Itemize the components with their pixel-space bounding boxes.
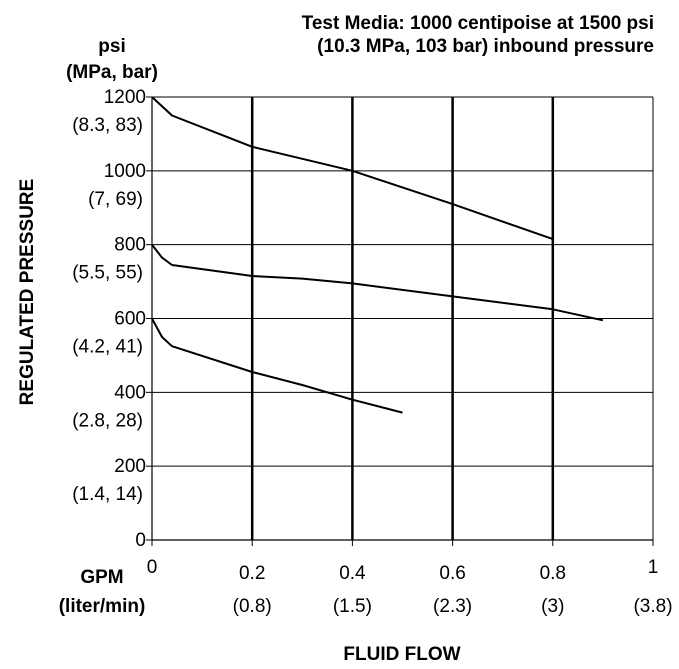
y-tick-label: 200 <box>114 456 146 477</box>
x-unit-label-liter-min: (liter/min) <box>59 596 146 617</box>
x-tick-label: 0 <box>147 557 158 578</box>
y-unit-label-psi: psi <box>98 36 125 57</box>
x-axis-title: FLUID FLOW <box>343 644 460 665</box>
x-tick-sublabel: (3.8) <box>633 596 672 617</box>
x-tick-label: 1 <box>648 557 659 578</box>
series-line-2 <box>151 244 604 322</box>
y-axis-title: REGULATED PRESSURE <box>17 179 38 406</box>
x-tick-sublabel: (1.5) <box>333 596 372 617</box>
y-tick-labels: 0 200 (1.4, 14) 400 (2.8, 28) 600 (4.2, 41) 800… <box>72 87 152 551</box>
x-tick-labels: 0 0.2 (0.8) 0.4 (1.5) 0.6 (2.3) 0.8 (3) 1 (3.8) <box>147 540 673 617</box>
title-line-2: (10.3 MPa, 103 bar) inbound pressure <box>317 36 654 57</box>
y-tick-sublabel: (4.2, 41) <box>72 337 143 358</box>
x-unit-label-gpm: GPM <box>80 567 123 588</box>
grid <box>152 96 653 540</box>
y-tick-sublabel: (1.4, 14) <box>72 484 143 505</box>
x-tick-label: 0.6 <box>439 563 465 584</box>
x-tick-sublabel: (0.8) <box>233 596 272 617</box>
series-line-3 <box>151 318 403 414</box>
y-tick-label: 0 <box>135 530 146 551</box>
y-tick-sublabel: (2.8, 28) <box>72 410 143 431</box>
y-tick-label: 600 <box>114 309 146 330</box>
x-tick-sublabel: (3) <box>541 596 564 617</box>
x-tick-sublabel: (2.3) <box>433 596 472 617</box>
y-tick-label: 400 <box>114 382 146 403</box>
series <box>151 96 604 414</box>
title-line-1: Test Media: 1000 centipoise at 1500 psi <box>302 13 654 34</box>
y-tick-sublabel: (7, 69) <box>88 189 143 210</box>
series-line-1 <box>151 96 554 241</box>
x-tick-label: 0.2 <box>239 563 265 584</box>
y-tick-label: 800 <box>114 235 146 256</box>
x-tick-label: 0.4 <box>339 563 366 584</box>
y-tick-sublabel: (5.5, 55) <box>72 263 143 284</box>
y-tick-sublabel: (8.3, 83) <box>72 115 143 136</box>
x-tick-label: 0.8 <box>540 563 566 584</box>
y-unit-label-mpa-bar: (MPa, bar) <box>66 62 158 83</box>
y-tick-label: 1200 <box>104 87 146 108</box>
y-tick-label: 1000 <box>104 161 146 182</box>
